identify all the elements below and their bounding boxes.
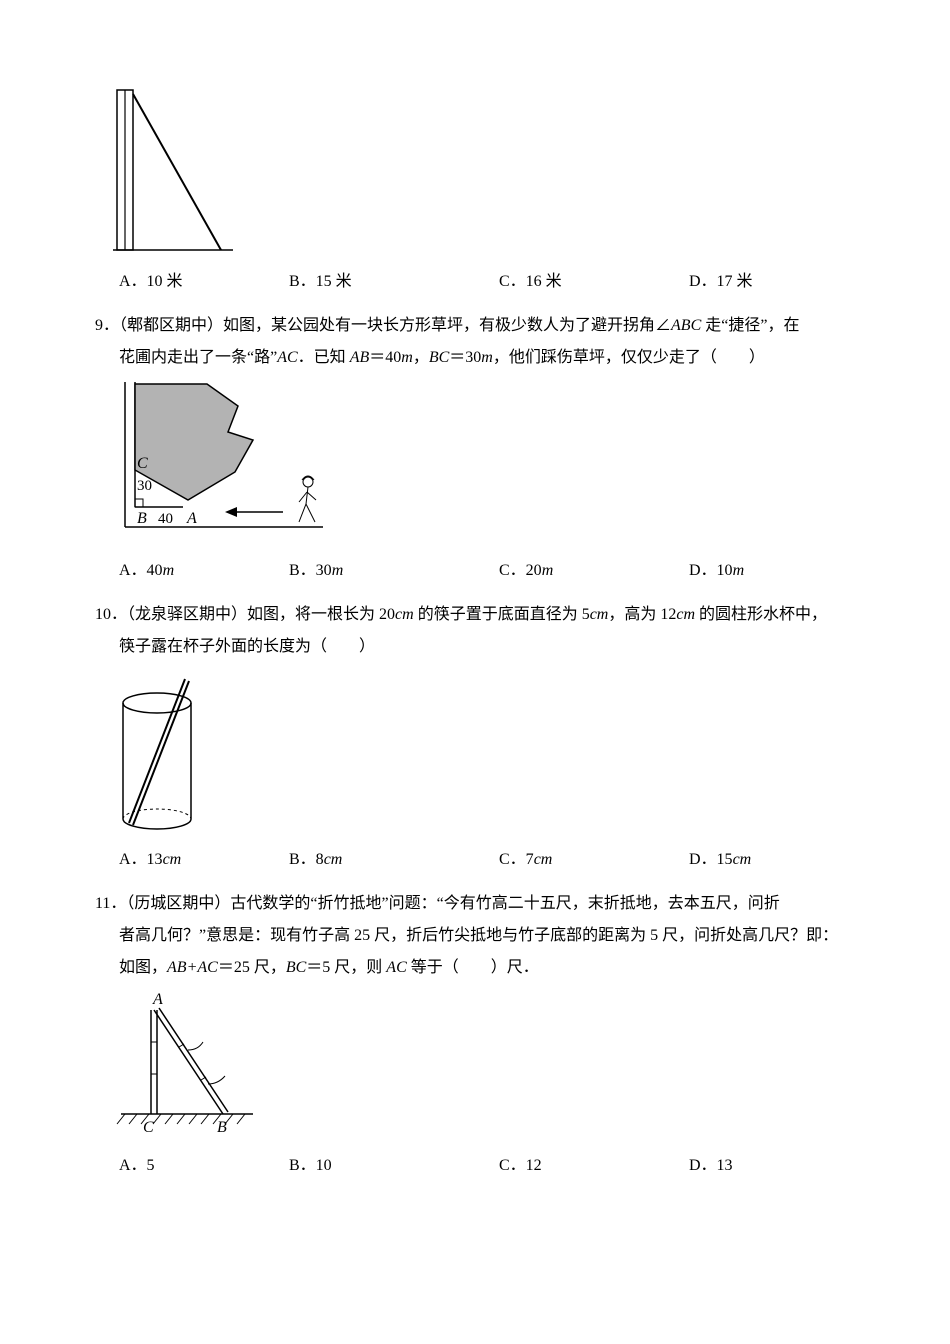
q9-t2f: ，他们踩伤草坪，仅仅少走了（ ） [493,349,765,366]
q11-line3: 如图，AB+AC＝25 尺，BC＝5 尺，则 AC 等于（ ）尺． [119,952,865,984]
q11-choice-c[interactable]: C．12 [499,1150,689,1182]
q9-figure: C 30 B 40 A [113,382,865,547]
q9: 9．（郫都区期中）如图，某公园处有一块长方形草坪，有极少数人为了避开拐角∠ABC… [95,310,865,374]
q9-d-txt: D．10 [689,562,733,579]
q10-choice-b[interactable]: B．8cm [289,844,499,876]
q10-choice-a[interactable]: A．13cm [119,844,289,876]
q10-d-txt: D．15 [689,851,733,868]
q9-d-unit: m [733,562,745,579]
q10-b-txt: B．8 [289,851,324,868]
q9-tail: 走“捷径”，在 [701,317,799,334]
q11-t3b: ＝25 尺， [218,959,286,976]
q9-ab: AB [350,349,370,366]
q9-line2: 花圃内走出了一条“路”AC．已知 AB＝40m，BC＝30m，他们踩伤草坪，仅仅… [119,342,865,374]
q11-num: 11． [95,895,126,912]
q9-num: 9． [95,317,119,334]
q11-line1: 11．（历城区期中）古代数学的“折竹抵地”问题：“今有竹高二十五尺，末折抵地，去… [95,888,865,920]
q9-ac: AC [277,349,297,366]
q9-t2c: ＝40 [369,349,401,366]
q10-choices: A．13cm B．8cm C．7cm D．15cm [119,844,865,876]
q10-m2: ，高为 12 [608,606,676,623]
q9-choice-b[interactable]: B．30m [289,555,499,587]
q10-cm3: cm [676,606,695,623]
q9-choice-c[interactable]: C．20m [499,555,689,587]
q9-m1: m [401,349,413,366]
q9-t2a: 花圃内走出了一条“路” [119,349,277,366]
q11-bc: BC [286,959,306,976]
q11-choice-b[interactable]: B．10 [289,1150,499,1182]
q9-a-unit: m [163,562,175,579]
svg-text:40: 40 [158,511,173,527]
q9-b-txt: B．30 [289,562,332,579]
q11-ac: AC [386,959,406,976]
svg-text:C: C [137,455,148,472]
q11-t3c: ＝5 尺，则 [306,959,386,976]
q11-line2: 者高几何？”意思是：现有竹子高 25 尺，折后竹尖抵地与竹子底部的距离为 5 尺… [119,920,865,952]
q10-a-txt: A．13 [119,851,163,868]
q9-abc: ABC [671,317,701,334]
q8-choices: A．10 米 B．15 米 C．16 米 D．17 米 [119,266,865,298]
q10-a-unit: cm [163,851,182,868]
q11-t3d: 等于（ ）尺． [407,959,539,976]
q10-line2: 筷子露在杯子外面的长度为（ ） [119,631,865,663]
q9-choice-d[interactable]: D．10m [689,555,744,587]
q9-bc: BC [429,349,449,366]
q10-cm2: cm [590,606,609,623]
q9-c-unit: m [542,562,554,579]
svg-text:B: B [137,510,147,527]
q9-choice-a[interactable]: A．40m [119,555,289,587]
q9-line1: 9．（郫都区期中）如图，某公园处有一块长方形草坪，有极少数人为了避开拐角∠ABC… [95,310,865,342]
q8-choice-a[interactable]: A．10 米 [119,266,289,298]
q10-cm1: cm [395,606,414,623]
q9-text1: （郫都区期中）如图，某公园处有一块长方形草坪，有极少数人为了避开拐角∠ [119,317,671,334]
q11-choice-d[interactable]: D．13 [689,1150,733,1182]
q10: 10．（龙泉驿区期中）如图，将一根长为 20cm 的筷子置于底面直径为 5cm，… [95,599,865,663]
q8-choice-d[interactable]: D．17 米 [689,266,753,298]
q9-t2b: ．已知 [298,349,350,366]
q11: 11．（历城区期中）古代数学的“折竹抵地”问题：“今有竹高二十五尺，末折抵地，去… [95,888,865,984]
svg-text:B: B [217,1119,227,1136]
q9-a-txt: A．40 [119,562,163,579]
svg-text:30: 30 [137,478,152,494]
q10-t1: （龙泉驿区期中）如图，将一根长为 20 [127,606,395,623]
q10-m1: 的筷子置于底面直径为 5 [414,606,590,623]
q11-choice-a[interactable]: A．5 [119,1150,289,1182]
q9-m2: m [481,349,493,366]
svg-text:C: C [143,1119,154,1136]
q10-b-unit: cm [324,851,343,868]
q10-figure [113,671,865,836]
q10-m3: 的圆柱形水杯中， [695,606,827,623]
q9-t2d: ， [413,349,429,366]
q9-c-txt: C．20 [499,562,542,579]
svg-text:A: A [152,992,163,1008]
q8-choice-b[interactable]: B．15 米 [289,266,499,298]
q11-choices: A．5 B．10 C．12 D．13 [119,1150,865,1182]
q11-t3a: 如图， [119,959,167,976]
q10-line1: 10．（龙泉驿区期中）如图，将一根长为 20cm 的筷子置于底面直径为 5cm，… [95,599,865,631]
q8-figure [113,88,865,258]
q9-choices: A．40m B．30m C．20m D．10m [119,555,865,587]
q11-abac: AB+AC [167,959,218,976]
page: A．10 米 B．15 米 C．16 米 D．17 米 9．（郫都区期中）如图，… [0,0,950,1254]
q10-choice-c[interactable]: C．7cm [499,844,689,876]
q8-choice-c[interactable]: C．16 米 [499,266,689,298]
q9-b-unit: m [332,562,344,579]
q9-t2e: ＝30 [449,349,481,366]
q10-num: 10． [95,606,127,623]
q11-t1: （历城区期中）古代数学的“折竹抵地”问题：“今有竹高二十五尺，末折抵地，去本五尺… [126,895,779,912]
svg-text:A: A [186,510,197,527]
q10-choice-d[interactable]: D．15cm [689,844,751,876]
q11-figure: A C B [113,992,865,1142]
q10-c-txt: C．7 [499,851,534,868]
q10-c-unit: cm [534,851,553,868]
q10-d-unit: cm [733,851,752,868]
